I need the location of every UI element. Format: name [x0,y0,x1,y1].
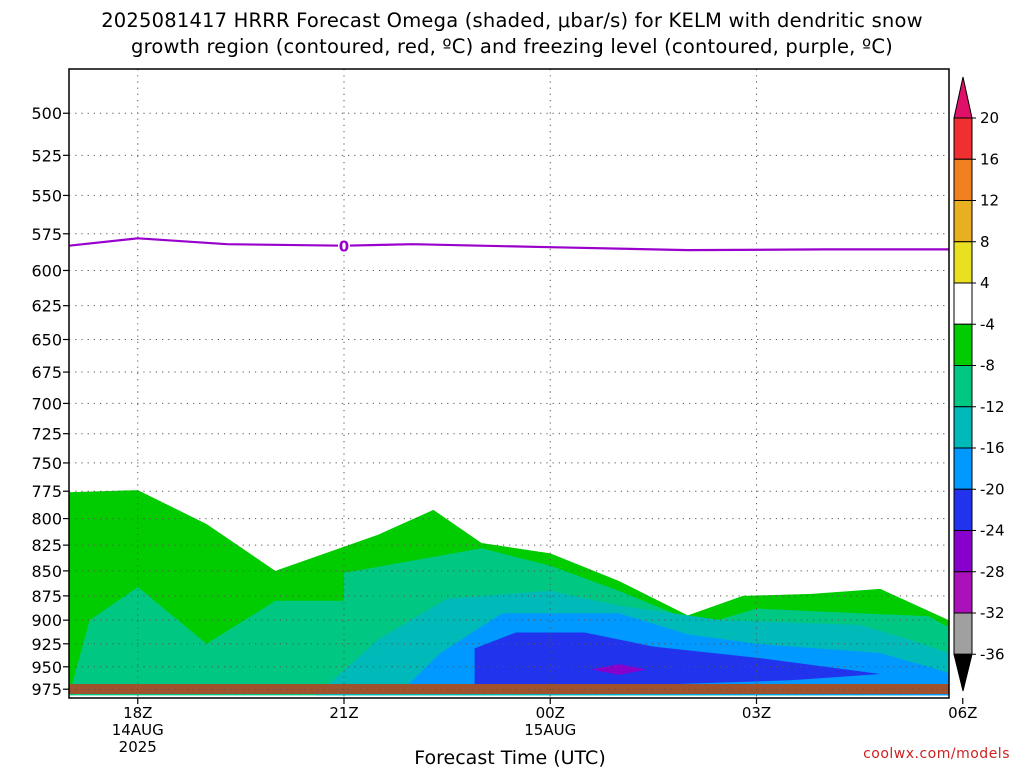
colorbar-swatch-1 [953,158,973,201]
colorbar-label-6: -8 [980,357,995,375]
y-tick-label-725: 725 [31,425,62,444]
ground-terrain-band [69,684,949,694]
colorbar-label-0: 20 [980,109,999,127]
omega-region-5 [591,664,647,675]
freezing-level-line [69,237,949,252]
colorbar-label-10: -24 [980,522,1005,540]
y-tick-label-900: 900 [31,611,62,630]
chart-title-line-1: 2025081417 HRRR Forecast Omega (shaded, … [101,9,923,32]
x-axis-title: Forecast Time (UTC) [414,747,605,768]
omega-region-4 [474,632,881,685]
y-tick-label-550: 550 [31,186,62,205]
freezing-level-label-0: 0 [339,238,349,256]
freezing-level-contour: 00 [69,236,949,256]
y-tick-label-750: 750 [31,454,62,473]
x-tick-label-30-0: 06Z [948,704,977,722]
colorbar-swatch-6 [953,365,973,408]
colorbar-swatch-3 [953,241,973,284]
y-tick-label-500: 500 [31,104,62,123]
y-tick-label-675: 675 [31,363,62,382]
y-tick-label-625: 625 [31,297,62,316]
y-tick-label-650: 650 [31,331,62,350]
y-tick-label-525: 525 [31,146,62,165]
x-tick-label-18-1: 14AUG [112,721,164,739]
y-tick-label-825: 825 [31,536,62,555]
colorbar: 20 16 12 8 4 -4 -8 -12 -16 -20 -24 -28 -32 -36 [953,76,1005,692]
colorbar-swatch-5 [953,323,973,366]
omega-shaded-regions [69,490,949,696]
colorbar-swatch-11 [953,571,973,614]
colorbar-label-9: -20 [980,480,1005,498]
colorbar-label-2: 12 [980,192,999,210]
x-tick-label-21-0: 21Z [329,704,358,722]
freezing-label-bg-0 [338,236,350,255]
x-tick-label-24-0: 00Z [536,704,565,722]
y-tick-label-575: 575 [31,225,62,244]
x-tick-label-18-2: 2025 [119,738,157,756]
credit-link[interactable]: coolwx.com/models [863,746,1010,762]
y-tick-label-775: 775 [31,482,62,501]
colorbar-label-5: -4 [980,315,995,333]
y-tick-label-950: 950 [31,658,62,677]
y-tick-label-925: 925 [31,635,62,654]
x-tick-label-27-0: 03Z [742,704,771,722]
y-tick-label-700: 700 [31,394,62,413]
colorbar-swatch-8 [953,447,973,490]
colorbar-swatch-10 [953,530,973,573]
colorbar-label-13: -36 [980,645,1005,663]
y-tick-label-875: 875 [31,587,62,606]
colorbar-swatch-4 [953,282,973,325]
colorbar-swatch-2 [953,200,973,243]
colorbar-top-arrow [953,76,973,119]
y-tick-label-975: 975 [31,680,62,699]
x-axis: 18Z14AUG202521Z00Z15AUG03Z06Z09Z [112,698,977,756]
colorbar-swatch-7 [953,406,973,449]
x-tick-label-18-0: 18Z [123,704,152,722]
colorbar-label-3: 8 [980,233,990,251]
plot-frame [68,68,950,699]
y-tick-label-850: 850 [31,562,62,581]
chart-title-line-2: growth region (contoured, red, ºC) and f… [131,35,893,58]
y-tick-label-800: 800 [31,510,62,529]
colorbar-bottom-arrow [953,653,973,692]
colorbar-swatch-0 [953,117,973,160]
colorbar-label-1: 16 [980,150,999,168]
y-tick-label-600: 600 [31,261,62,280]
colorbar-label-7: -12 [980,398,1005,416]
colorbar-label-4: 4 [980,274,990,292]
colorbar-swatch-9 [953,488,973,531]
colorbar-label-12: -32 [980,604,1005,622]
colorbar-label-8: -16 [980,439,1005,457]
x-tick-label-24-1: 15AUG [524,721,576,739]
chart-title: 2025081417 HRRR Forecast Omega (shaded, … [0,8,1024,60]
y-axis: 500 525 550 575 600 625 650 675 700 725 750 775 800 8… [31,104,69,699]
colorbar-label-11: -28 [980,563,1005,581]
colorbar-swatch-12 [953,612,973,655]
